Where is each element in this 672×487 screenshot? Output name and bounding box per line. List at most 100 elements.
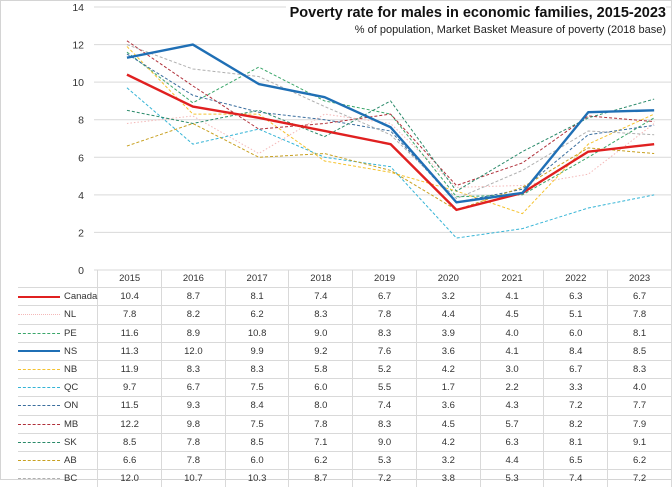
data-label: 5.5 bbox=[352, 378, 417, 397]
data-label: 6.2 bbox=[288, 450, 353, 470]
legend-entry: NB bbox=[18, 359, 98, 379]
legend-label: AB bbox=[64, 454, 77, 466]
series-line-nl bbox=[126, 113, 655, 188]
table-row: SK 8.5 7.8 8.5 7.1 9.0 4.2 6.3 8.1 9.1 bbox=[18, 432, 672, 452]
data-label: 6.0 bbox=[288, 378, 353, 397]
legend-label: Canada bbox=[64, 291, 98, 303]
data-label: 5.3 bbox=[479, 469, 544, 487]
x-tick-label: 2017 bbox=[224, 270, 289, 288]
data-label: 3.2 bbox=[415, 450, 481, 470]
y-tick-label: 14 bbox=[72, 2, 84, 14]
table-row: NB 11.9 8.3 8.3 5.8 5.2 4.2 3.0 6.7 8.3 bbox=[18, 359, 672, 379]
data-label: 8.7 bbox=[161, 287, 226, 306]
table-corner bbox=[18, 270, 98, 288]
data-label: 8.1 bbox=[543, 432, 608, 452]
data-label: 12.2 bbox=[97, 414, 162, 434]
data-label: 6.7 bbox=[161, 378, 226, 397]
data-label: 7.8 bbox=[97, 305, 162, 325]
legend-key-icon bbox=[18, 405, 60, 407]
data-label: 7.6 bbox=[352, 341, 417, 361]
table-row: AB 6.6 7.8 6.0 6.2 5.3 3.2 4.4 6.5 6.2 bbox=[18, 450, 672, 470]
chart-subtitle: % of population, Market Basket Measure o… bbox=[350, 24, 666, 36]
x-tick-label: 2016 bbox=[161, 270, 226, 288]
y-tick-label: 0 bbox=[78, 265, 84, 277]
data-label: 4.5 bbox=[479, 305, 544, 325]
data-label: 11.9 bbox=[97, 359, 162, 379]
data-label: 4.0 bbox=[479, 323, 544, 343]
data-label: 12.0 bbox=[161, 341, 226, 361]
legend-label: PE bbox=[64, 327, 77, 339]
data-label: 8.5 bbox=[607, 341, 672, 361]
data-label: 4.1 bbox=[479, 287, 544, 306]
data-table: 2015 2016 2017 2018 2019 2020 2021 2022 2023 Cana… bbox=[18, 270, 672, 487]
data-label: 8.4 bbox=[543, 341, 608, 361]
data-label: 3.9 bbox=[415, 323, 481, 343]
y-tick-label: 2 bbox=[78, 227, 84, 239]
data-label: 7.8 bbox=[288, 414, 353, 434]
data-label: 6.2 bbox=[607, 450, 672, 470]
data-label: 8.0 bbox=[288, 396, 353, 415]
data-label: 7.8 bbox=[352, 305, 417, 325]
x-tick-label: 2019 bbox=[352, 270, 417, 288]
legend-entry: MB bbox=[18, 414, 98, 434]
table-row: PE 11.6 8.9 10.8 9.0 8.3 3.9 4.0 6.0 8.1 bbox=[18, 323, 672, 343]
data-label: 10.7 bbox=[161, 469, 226, 487]
legend-key-icon bbox=[18, 332, 60, 334]
data-label: 9.1 bbox=[607, 432, 672, 452]
data-label: 3.0 bbox=[479, 359, 544, 379]
data-label: 5.7 bbox=[479, 414, 544, 434]
legend-key-icon bbox=[18, 441, 60, 443]
data-label: 6.2 bbox=[224, 305, 289, 325]
data-label: 4.0 bbox=[607, 378, 672, 397]
data-label: 8.3 bbox=[607, 359, 672, 379]
data-label: 8.5 bbox=[224, 432, 289, 452]
data-label: 1.7 bbox=[415, 378, 481, 397]
legend-entry: ON bbox=[18, 396, 98, 415]
x-tick-label: 2020 bbox=[415, 270, 481, 288]
data-label: 8.3 bbox=[161, 359, 226, 379]
y-tick-label: 8 bbox=[78, 115, 84, 127]
legend-entry: PE bbox=[18, 323, 98, 343]
data-label: 4.4 bbox=[479, 450, 544, 470]
data-label: 7.5 bbox=[224, 378, 289, 397]
data-label: 11.6 bbox=[97, 323, 162, 343]
data-label: 5.8 bbox=[288, 359, 353, 379]
legend-entry: NL bbox=[18, 305, 98, 325]
legend-entry: NS bbox=[18, 341, 98, 361]
series-line-ns bbox=[126, 43, 655, 204]
table-row: MB 12.2 9.8 7.5 7.8 8.3 4.5 5.7 8.2 7.9 bbox=[18, 414, 672, 434]
data-label: 4.4 bbox=[415, 305, 481, 325]
series-line-ab bbox=[126, 122, 655, 211]
data-label: 7.1 bbox=[288, 432, 353, 452]
legend-key-icon bbox=[18, 459, 60, 461]
legend-label: NB bbox=[64, 364, 78, 376]
data-label: 5.1 bbox=[543, 305, 608, 325]
table-row: QC 9.7 6.7 7.5 6.0 5.5 1.7 2.2 3.3 4.0 bbox=[18, 378, 672, 397]
data-label: 4.2 bbox=[415, 359, 481, 379]
table-row: Canada 10.4 8.7 8.1 7.4 6.7 3.2 4.1 6.3 6.7 bbox=[18, 287, 672, 306]
data-label: 4.3 bbox=[479, 396, 544, 415]
data-label: 8.2 bbox=[543, 414, 608, 434]
data-label: 7.4 bbox=[543, 469, 608, 487]
legend-key-icon bbox=[18, 423, 60, 425]
data-label: 8.5 bbox=[97, 432, 162, 452]
data-label: 6.3 bbox=[543, 287, 608, 306]
legend-label: MB bbox=[64, 418, 79, 430]
data-label: 11.5 bbox=[97, 396, 162, 415]
data-label: 8.9 bbox=[161, 323, 226, 343]
data-label: 8.3 bbox=[288, 305, 353, 325]
legend-label: BC bbox=[64, 473, 78, 485]
data-label: 8.4 bbox=[224, 396, 289, 415]
data-label: 7.4 bbox=[352, 396, 417, 415]
data-label: 9.0 bbox=[352, 432, 417, 452]
data-label: 6.7 bbox=[543, 359, 608, 379]
legend-entry: Canada bbox=[18, 287, 98, 306]
data-label: 10.8 bbox=[224, 323, 289, 343]
legend-key-icon bbox=[18, 387, 60, 389]
data-label: 7.5 bbox=[224, 414, 289, 434]
data-label: 7.4 bbox=[288, 287, 353, 306]
x-tick-label: 2022 bbox=[543, 270, 608, 288]
x-tick-label: 2023 bbox=[607, 270, 672, 288]
data-label: 9.9 bbox=[224, 341, 289, 361]
data-label: 3.8 bbox=[415, 469, 481, 487]
